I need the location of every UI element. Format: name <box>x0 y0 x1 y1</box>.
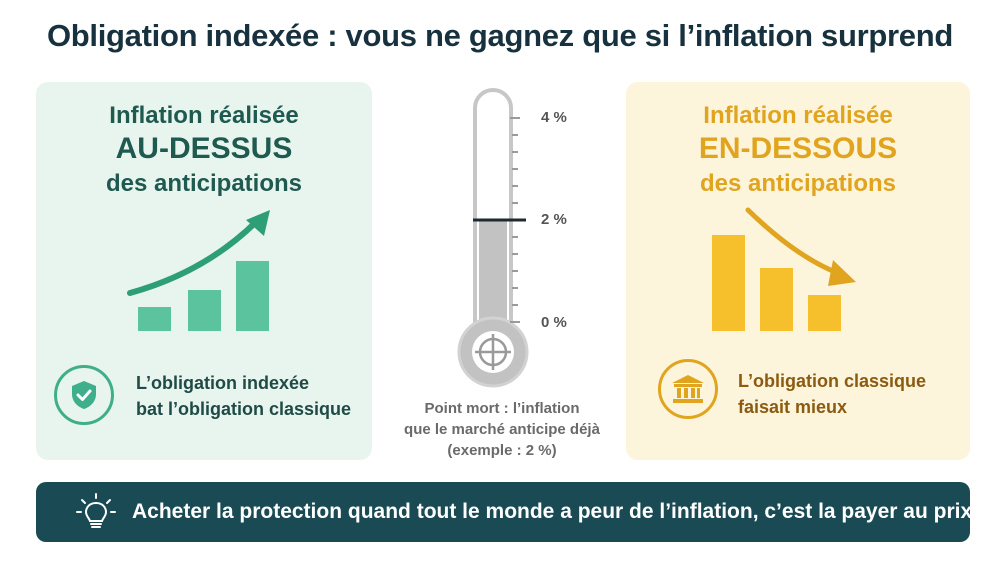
panel-heading-line1: Inflation réalisée <box>703 102 893 129</box>
down-arrow-icon <box>745 207 843 277</box>
breakeven-note-line3: (exemple : 2 %) <box>447 442 557 459</box>
bar-medium <box>760 268 793 331</box>
panel-heading-line3: des anticipations <box>105 170 303 197</box>
badge-text-line2: bat l’obligation classique <box>136 399 352 419</box>
badge-text-line1: L’obligation classique <box>738 371 927 391</box>
bar-small <box>808 295 841 331</box>
breakeven-note-line2: que le marché anticipe déjà <box>404 421 600 438</box>
takeaway-banner: Acheter la protection quand tout le mond… <box>36 482 1000 542</box>
panel-inflation-above: Inflation réalisée AU-DESSUS des anticip… <box>36 82 372 460</box>
badge-text-line1: L’obligation indexée <box>136 373 310 393</box>
panel-heading-line1: Inflation réalisée <box>109 102 299 129</box>
breakeven-note-line1: Point mort : l’inflation <box>424 400 580 417</box>
bar-small <box>138 307 171 331</box>
tick-label-4: 4 % <box>541 109 567 126</box>
down-arrow-head <box>828 260 856 286</box>
bar-medium <box>188 290 221 331</box>
page-title: Obligation indexée : vous ne gagnez que … <box>46 18 954 53</box>
panel-heading-emphasis: AU-DESSUS <box>115 132 293 165</box>
falling-bars-illustration <box>712 207 856 331</box>
thermometer-scale <box>510 117 520 323</box>
badge-text-line2: faisait mieux <box>738 397 848 417</box>
tick-label-2: 2 % <box>541 211 567 228</box>
badge-text: L’obligation indexée bat l’obligation cl… <box>136 370 351 422</box>
panel-heading-emphasis: EN-DESSOUS <box>698 132 898 165</box>
breakeven-note: Point mort : l’inflation que le marché a… <box>392 398 612 461</box>
target-icon <box>475 334 511 370</box>
panel-heading-line3: des anticipations <box>699 170 897 197</box>
bank-icon <box>658 359 718 419</box>
bar-large <box>712 235 745 331</box>
thermometer-fill <box>479 220 507 330</box>
thermometer <box>457 88 529 388</box>
badge-text: L’obligation classique faisait mieux <box>738 368 926 420</box>
panel-inflation-below: Inflation réalisée EN-DESSOUS des antici… <box>626 82 970 460</box>
rising-bars-illustration <box>127 210 270 331</box>
up-arrow-head <box>246 210 270 236</box>
lightbulb-icon <box>76 493 116 528</box>
tick-label-0: 0 % <box>541 314 567 331</box>
takeaway-text: Acheter la protection quand tout le mond… <box>132 500 1000 523</box>
bar-large <box>236 261 269 331</box>
shield-check-icon <box>54 365 114 425</box>
up-arrow-icon <box>127 217 261 296</box>
